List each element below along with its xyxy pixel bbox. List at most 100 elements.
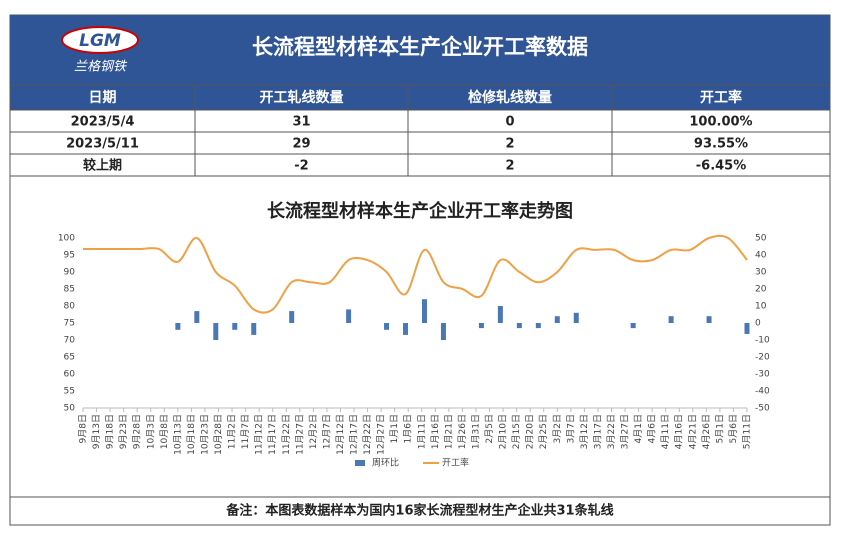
bar: [289, 311, 295, 323]
x-tick-label: 3月7日: [565, 414, 576, 443]
y-tick-label: 75: [64, 319, 75, 329]
bar: [573, 312, 579, 323]
table-cell: 0: [505, 115, 514, 130]
x-tick-label: 12月27日: [376, 414, 387, 455]
bar: [421, 299, 427, 323]
x-tick-label: 12月2日: [308, 414, 319, 449]
y-tick-label: 50: [64, 404, 76, 414]
header-title: 长流程型材样本生产企业开工率数据: [252, 35, 588, 59]
x-tick-label: 9月23日: [118, 414, 129, 449]
bar: [346, 309, 352, 323]
y2-tick-label: -10: [755, 336, 770, 346]
y-tick-label: 95: [64, 251, 75, 261]
y-tick-label: 85: [64, 285, 75, 295]
table-cell: 2: [505, 137, 514, 152]
x-tick-label: 5月1日: [714, 414, 725, 443]
chart-title: 长流程型材样本生产企业开工率走势图: [267, 200, 573, 222]
x-tick-label: 5月6日: [728, 414, 739, 443]
table-cell: -6.45%: [696, 159, 747, 174]
x-tick-label: 11月17日: [267, 414, 278, 455]
x-tick-label: 4月6日: [647, 414, 658, 443]
x-tick-label: 10月8日: [159, 414, 170, 449]
bar: [497, 306, 503, 323]
y2-tick-label: 0: [755, 319, 761, 329]
column-header: 检修轧线数量: [468, 89, 552, 106]
x-tick-label: 4月1日: [633, 414, 644, 443]
x-tick-label: 1月16日: [430, 414, 441, 449]
x-tick-label: 12月12日: [335, 414, 346, 455]
logo-mark: LGM: [79, 31, 121, 51]
x-tick-label: 11月12日: [254, 414, 265, 455]
table-cell: 31: [292, 115, 310, 130]
y2-tick-label: -40: [755, 387, 770, 397]
bar: [232, 323, 238, 330]
x-tick-label: 2月5日: [484, 414, 495, 443]
bar: [478, 323, 484, 329]
column-header: 开工轧线数量: [260, 89, 344, 106]
x-tick-label: 12月22日: [362, 414, 373, 455]
x-tick-label: 5月11日: [742, 414, 753, 449]
y2-tick-label: 20: [755, 285, 767, 295]
x-tick-label: 3月22日: [606, 414, 617, 449]
table-head: [9, 84, 831, 111]
x-tick-label: 11月27日: [294, 414, 305, 455]
y-tick-label: 70: [64, 336, 76, 346]
x-tick-label: 1月26日: [457, 414, 468, 449]
legend-label: 周环比: [372, 457, 399, 469]
x-tick-label: 10月23日: [199, 414, 210, 455]
bar: [213, 323, 219, 340]
legend-swatch: [355, 460, 365, 466]
x-tick-label: 11月2日: [227, 414, 238, 449]
x-tick-label: 3月27日: [620, 414, 631, 449]
x-tick-label: 11月7日: [240, 414, 251, 449]
bar: [535, 323, 541, 329]
bar: [251, 323, 257, 335]
bar: [175, 323, 181, 330]
x-tick-label: 12月7日: [321, 414, 332, 449]
x-tick-label: 4月16日: [674, 414, 685, 449]
table-cell: 100.00%: [689, 115, 752, 130]
x-tick-label: 2月15日: [511, 414, 522, 449]
table-cell: -2: [294, 159, 308, 174]
y2-tick-label: 40: [755, 251, 767, 261]
x-tick-label: 2月25日: [538, 414, 549, 449]
x-tick-label: 1月6日: [403, 414, 414, 443]
y2-tick-label: -20: [755, 353, 770, 363]
y-tick-label: 55: [64, 387, 75, 397]
x-tick-label: 12月17日: [349, 414, 360, 455]
bar: [440, 323, 446, 340]
table-cell: 29: [292, 137, 310, 152]
x-tick-label: 2月20日: [525, 414, 536, 449]
bar: [384, 323, 390, 330]
y2-tick-label: -50: [755, 404, 770, 414]
x-tick-label: 3月17日: [592, 414, 603, 449]
table-row: [9, 153, 831, 177]
table-cell: 2: [505, 159, 514, 174]
bar: [554, 316, 560, 323]
bar: [516, 323, 522, 329]
logo-ring: [61, 26, 139, 54]
x-tick-label: 9月18日: [105, 414, 116, 449]
x-tick-label: 9月28日: [132, 414, 143, 449]
x-tick-label: 10月3日: [145, 414, 156, 449]
y-tick-label: 60: [64, 370, 76, 380]
x-tick-label: 10月18日: [186, 414, 197, 455]
bar: [668, 316, 674, 323]
y-tick-label: 65: [64, 353, 75, 363]
bar: [630, 323, 636, 329]
logo-name: 兰格钢铁: [74, 60, 128, 75]
y2-tick-label: 50: [755, 234, 767, 244]
x-tick-label: 4月21日: [687, 414, 698, 449]
x-tick-label: 4月26日: [701, 414, 712, 449]
table-cell: 2023/5/4: [71, 115, 135, 130]
y-tick-label: 100: [58, 234, 75, 244]
y-tick-label: 90: [64, 268, 76, 278]
x-tick-label: 1月11日: [416, 414, 427, 449]
x-tick-label: 10月28日: [213, 414, 224, 455]
x-tick-label: 1月21日: [443, 414, 454, 449]
y-tick-label: 80: [64, 302, 76, 312]
bar: [403, 323, 409, 335]
x-tick-label: 9月13日: [91, 414, 102, 449]
table-cell: 较上期: [83, 158, 122, 174]
y2-tick-label: -30: [755, 370, 770, 380]
